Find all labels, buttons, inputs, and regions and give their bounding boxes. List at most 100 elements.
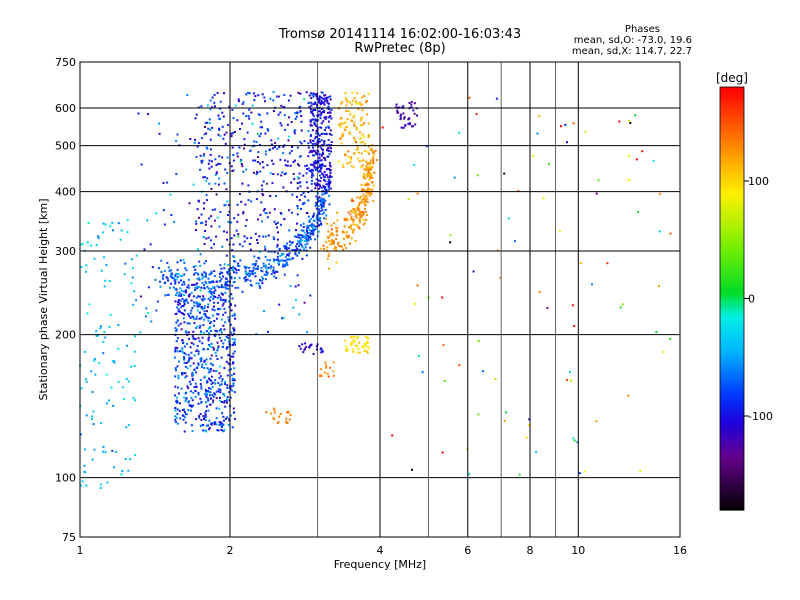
colorbar-tick-label: -100	[748, 410, 773, 423]
data-point	[363, 143, 366, 145]
data-point	[191, 399, 194, 402]
data-point	[195, 220, 197, 223]
data-point	[222, 286, 225, 289]
data-point	[352, 350, 355, 353]
data-point	[177, 301, 180, 304]
data-point	[359, 221, 361, 224]
data-point	[188, 295, 191, 298]
data-point	[273, 272, 276, 275]
data-point	[308, 346, 311, 349]
data-point	[181, 297, 184, 300]
data-point	[361, 116, 364, 119]
data-point	[272, 269, 275, 272]
data-point	[225, 284, 228, 287]
data-point	[218, 372, 221, 375]
data-point	[226, 384, 229, 387]
data-point	[217, 133, 220, 136]
data-point	[263, 208, 266, 210]
data-point	[351, 218, 354, 221]
data-point	[208, 419, 211, 422]
data-point	[204, 363, 207, 366]
data-point	[205, 237, 208, 240]
data-point	[320, 148, 323, 151]
data-point	[177, 374, 180, 377]
data-point	[324, 180, 327, 183]
data-point	[307, 234, 310, 237]
data-point	[421, 371, 424, 374]
data-point	[264, 153, 267, 156]
data-point	[186, 342, 189, 345]
data-point	[133, 290, 136, 293]
data-point	[214, 382, 217, 385]
data-point	[332, 242, 335, 245]
data-point	[183, 430, 186, 433]
data-point	[303, 235, 306, 238]
data-point	[248, 108, 251, 111]
data-point	[158, 122, 160, 125]
data-point	[322, 175, 325, 178]
data-point	[566, 379, 568, 382]
data-point	[298, 155, 301, 158]
data-point	[305, 212, 308, 215]
data-point	[449, 241, 452, 244]
colorbar-segment	[720, 478, 744, 483]
data-point	[251, 104, 254, 107]
data-point	[629, 122, 632, 124]
data-point	[220, 284, 223, 286]
data-point	[309, 139, 312, 142]
data-point	[214, 158, 217, 161]
phase-stats-o-line: mean, sd,O: -73.0, 19.6	[573, 35, 692, 46]
data-point	[324, 116, 327, 118]
data-point	[258, 257, 261, 260]
data-point	[344, 218, 346, 221]
data-point	[259, 126, 262, 129]
data-point	[84, 378, 87, 381]
data-point	[217, 301, 219, 304]
data-point	[329, 165, 332, 168]
data-point	[237, 98, 240, 101]
data-point	[353, 114, 356, 117]
data-point	[324, 165, 327, 168]
data-point	[264, 150, 267, 153]
data-point	[226, 238, 229, 241]
data-point	[175, 172, 178, 175]
data-point	[316, 106, 318, 109]
data-point	[362, 210, 364, 213]
data-point	[189, 316, 192, 319]
data-point	[206, 199, 208, 202]
data-point	[320, 122, 323, 125]
data-point	[310, 92, 313, 95]
data-point	[312, 353, 315, 355]
data-point	[194, 382, 197, 385]
data-point	[183, 358, 186, 361]
data-point	[569, 379, 572, 382]
data-point	[279, 111, 282, 114]
data-point	[196, 325, 199, 328]
data-point	[219, 118, 221, 121]
plot-frame	[79, 61, 681, 538]
data-point	[174, 415, 177, 418]
data-point	[274, 270, 277, 273]
data-point	[300, 229, 303, 232]
data-point	[226, 386, 229, 389]
data-point	[308, 151, 311, 154]
data-point	[225, 399, 228, 402]
data-point	[313, 150, 316, 152]
data-point	[249, 283, 252, 286]
data-point	[201, 308, 204, 310]
data-point	[192, 404, 195, 407]
data-point	[207, 424, 209, 427]
data-point	[272, 99, 275, 102]
data-point	[80, 387, 83, 390]
data-point	[268, 263, 271, 266]
data-point	[231, 338, 234, 341]
data-point	[105, 373, 108, 376]
data-point	[180, 293, 183, 296]
colorbar-segment	[720, 143, 744, 148]
data-point	[305, 234, 308, 237]
data-point	[356, 344, 359, 347]
data-point	[299, 248, 302, 251]
data-point	[301, 343, 304, 346]
colorbar-segment	[720, 372, 744, 377]
data-point	[227, 269, 230, 272]
